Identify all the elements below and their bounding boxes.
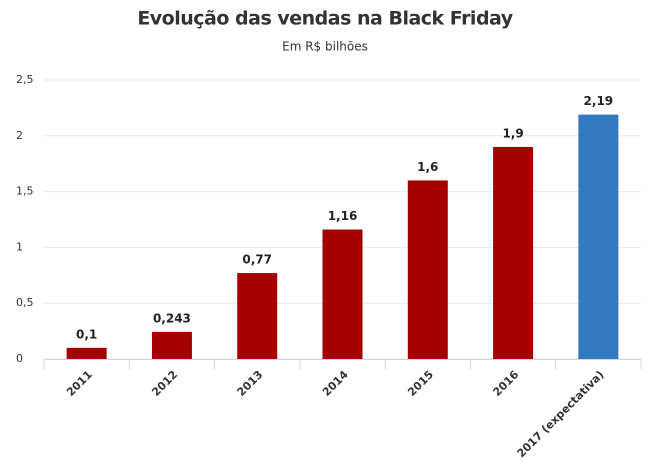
- y-tick-label: 1,5: [16, 185, 34, 198]
- bar: [66, 347, 107, 359]
- value-label: 1,9: [502, 126, 523, 140]
- x-tick-label: 2017 (expectativa): [515, 368, 607, 460]
- x-tick-label: 2013: [235, 368, 266, 399]
- value-label: 0,77: [242, 253, 272, 267]
- y-tick-label: 1: [16, 240, 23, 253]
- bar: [151, 331, 192, 359]
- chart-title: Evolução das vendas na Black Friday: [137, 8, 513, 30]
- y-tick-label: 2,5: [16, 73, 34, 86]
- y-tick-label: 0: [16, 352, 23, 365]
- bar: [493, 146, 534, 359]
- value-label: 0,1: [76, 327, 97, 341]
- bar: [322, 229, 363, 359]
- x-tick-label: 2016: [490, 368, 521, 399]
- x-tick-label: 2014: [320, 368, 351, 399]
- chart-subtitle: Em R$ bilhões: [282, 40, 368, 54]
- value-label: 1,6: [417, 160, 438, 174]
- x-tick-label: 2012: [149, 368, 180, 399]
- value-label: 1,16: [328, 209, 358, 223]
- y-tick-label: 2: [16, 129, 23, 142]
- value-label: 0,243: [153, 311, 191, 325]
- x-tick-label: 2011: [64, 368, 95, 399]
- x-tick-label: 2015: [405, 368, 436, 399]
- bar: [237, 273, 278, 359]
- value-label: 2,19: [584, 94, 614, 108]
- y-tick-label: 0,5: [16, 296, 34, 309]
- bar: [578, 114, 619, 359]
- bar: [407, 180, 448, 359]
